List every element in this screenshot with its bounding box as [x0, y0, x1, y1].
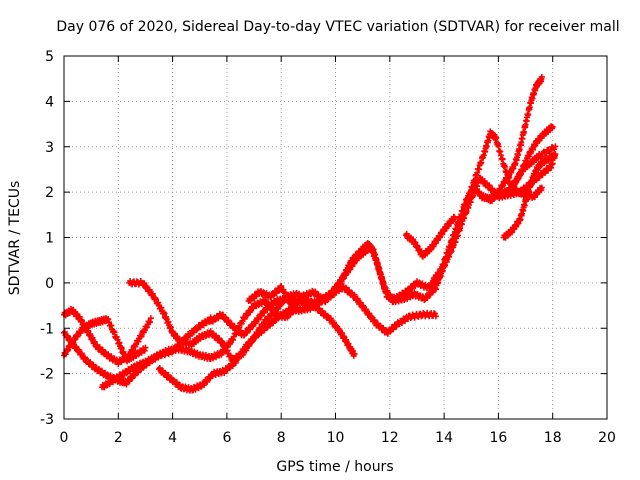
data-points [61, 73, 559, 394]
x-tick-label: 10 [327, 430, 345, 446]
data-point [552, 143, 559, 150]
y-tick-label: -3 [40, 412, 54, 428]
y-tick-label: -2 [40, 367, 54, 383]
data-point [432, 313, 439, 320]
series-arc-11 [500, 151, 559, 241]
x-tick-label: 18 [544, 430, 562, 446]
chart-title: Day 076 of 2020, Sidereal Day-to-day VTE… [56, 19, 619, 35]
x-axis-ticks: 0 2 4 6 8 10 12 14 16 18 20 [60, 56, 616, 446]
series-arc-9 [403, 213, 458, 260]
y-tick-label: -1 [40, 321, 54, 337]
x-axis-label: GPS time / hours [276, 459, 393, 475]
y-tick-label: 3 [45, 140, 54, 156]
x-tick-label: 16 [489, 430, 507, 446]
data-point [549, 124, 556, 131]
x-tick-label: 6 [222, 430, 231, 446]
data-point [538, 184, 545, 191]
x-tick-label: 14 [435, 430, 453, 446]
x-tick-label: 20 [598, 430, 616, 446]
y-tick-label: 2 [45, 185, 54, 201]
y-tick-label: 1 [45, 231, 54, 247]
x-tick-label: 12 [381, 430, 399, 446]
data-point [451, 215, 458, 222]
series-arc-5 [126, 278, 358, 365]
series-arc-2 [61, 305, 154, 368]
data-point [538, 73, 545, 80]
x-tick-label: 2 [114, 430, 123, 446]
data-point [543, 150, 550, 157]
data-point [538, 153, 545, 160]
series-arc-12 [487, 73, 545, 205]
data-point [351, 350, 358, 357]
data-point [552, 151, 559, 158]
series-arc-6 [156, 283, 439, 394]
series-arc-13 [508, 123, 556, 191]
x-tick-label: 8 [277, 430, 286, 446]
data-point [147, 315, 154, 322]
y-tick-label: 4 [45, 94, 54, 110]
data-point [142, 344, 149, 351]
y-axis-ticks: -3 -2 -1 0 1 2 3 4 5 [40, 49, 607, 428]
data-point [187, 332, 194, 339]
y-tick-label: 0 [45, 276, 54, 292]
data-point [551, 146, 558, 153]
x-tick-label: 4 [168, 430, 177, 446]
x-tick-label: 0 [60, 430, 69, 446]
y-axis-label: SDTVAR / TECUs [7, 181, 23, 296]
y-tick-label: 5 [45, 49, 54, 65]
series-arc-8 [245, 128, 545, 309]
